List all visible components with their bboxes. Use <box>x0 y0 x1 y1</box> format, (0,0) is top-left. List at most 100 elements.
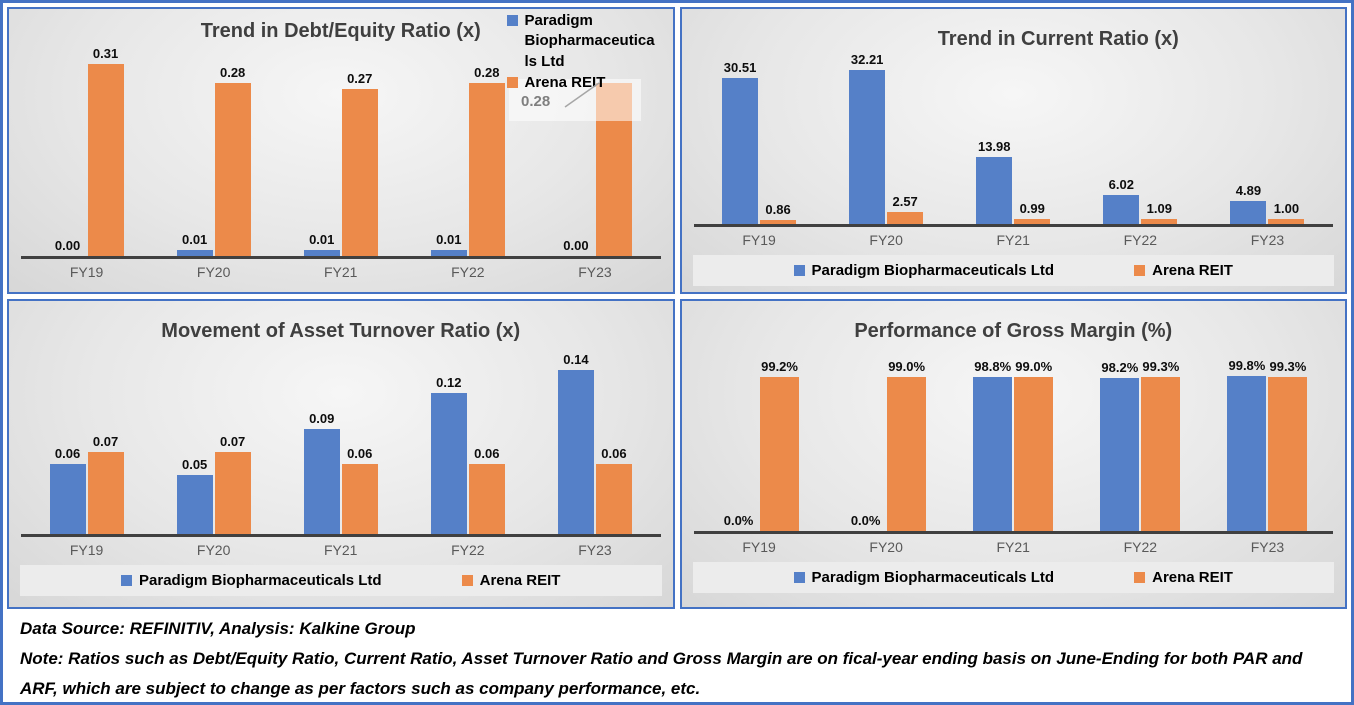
charts-grid: Trend in Debt/Equity Ratio (x) 0.00 0.31 0… <box>7 7 1347 609</box>
bar-slot: 99.3% <box>1268 359 1308 531</box>
x-axis-label: FY21 <box>324 542 358 558</box>
bar-slot: 99.0% <box>1014 359 1054 531</box>
bar-paradigm <box>176 250 213 256</box>
bar-arena <box>87 452 124 534</box>
legend-item: Arena REIT <box>506 73 667 93</box>
bar-arena <box>1141 377 1181 531</box>
bar-group: 32.21 2.57 <box>823 52 950 224</box>
bar-group: 98.2% 99.3% <box>1077 359 1204 531</box>
x-axis-label: FY21 <box>996 232 1030 248</box>
bar-value-label: 99.2% <box>761 359 798 374</box>
bar-arena <box>887 212 924 224</box>
bar-value-label: 0.31 <box>92 46 119 61</box>
bar-value-label: 99.8% <box>1228 358 1266 373</box>
bar-slot: 99.3% <box>1141 359 1181 531</box>
bar-slot: 0.06 <box>468 446 505 534</box>
bar-value-label: 6.02 <box>1108 177 1134 192</box>
bar-value-label: 0.28 <box>474 65 500 80</box>
legend-label: Paradigm Biopharmaceuticals Ltd <box>811 262 1055 279</box>
x-axis-label: FY19 <box>742 232 776 248</box>
bar-value-label: 4.89 <box>1235 183 1262 198</box>
bar-value-label: 0.05 <box>181 457 208 472</box>
bar-value-label: 0.06 <box>54 446 81 461</box>
bar-value-label: 0.0% <box>850 513 881 528</box>
bar-slot: 0.28 <box>214 65 251 256</box>
bar-value-label: 1.00 <box>1273 201 1300 216</box>
bar-slot: 99.0% <box>887 359 927 531</box>
bar-group: 98.8% 99.0% <box>950 359 1077 531</box>
bar-slot: 0.07 <box>214 434 251 534</box>
bar-slot: 98.2% <box>1100 360 1140 531</box>
bar-slot: 30.51 <box>722 60 759 224</box>
legend-marker-arena <box>506 76 518 88</box>
legend-item: Paradigm Biopharmaceutica ls Ltd <box>506 11 667 72</box>
x-axis-label: FY19 <box>69 542 104 558</box>
legend-item: Arena REIT <box>461 572 561 589</box>
bar-arena <box>887 377 927 531</box>
bar-value-label: 30.51 <box>723 60 757 75</box>
bar-value-label: 0.12 <box>436 375 462 390</box>
x-axis-label: FY22 <box>451 264 485 280</box>
x-axis-label: FY20 <box>196 542 231 558</box>
legend-item: Arena REIT <box>1134 262 1233 279</box>
bar-slot: 0.06 <box>595 446 632 534</box>
bar-value-label: 99.0% <box>1015 359 1053 374</box>
x-axis-line <box>693 224 1333 227</box>
bar-paradigm <box>1227 376 1267 531</box>
x-axis-label: FY19 <box>742 539 776 555</box>
bar-value-label: 0.06 <box>347 446 373 461</box>
bar-group: 99.8% 99.3% <box>1204 358 1331 531</box>
bar-arena <box>595 464 632 534</box>
bar-slot: 0.27 <box>341 71 378 256</box>
bar-value-label: 0.06 <box>601 446 627 461</box>
bar-slot: 0.01 <box>430 232 467 256</box>
bar-value-label: 1.09 <box>1146 201 1172 216</box>
legend: Paradigm Biopharmaceuticals Ltd Arena REI… <box>20 565 662 596</box>
bar-arena <box>1014 377 1054 531</box>
bar-slot: 32.21 <box>849 52 886 224</box>
chart-panel-gross-margin: Performance of Gross Margin (%) 0.0% 99.2… <box>679 299 1347 609</box>
bar-group: 0.06 0.07 <box>23 434 150 534</box>
chart-panel-debt-equity-ratio: Trend in Debt/Equity Ratio (x) 0.00 0.31 0… <box>7 7 675 294</box>
legend-item: Paradigm Biopharmaceuticals Ltd <box>793 262 1055 279</box>
bar-value-label: 0.06 <box>474 446 500 461</box>
bar-slot: 0.09 <box>303 411 340 534</box>
bar-slot: 0.86 <box>760 202 797 224</box>
data-source-line: Data Source: REFINITIV, Analysis: Kalkin… <box>20 619 416 638</box>
legend: Paradigm Biopharmaceuticals Ltd Arena REI… <box>692 255 1334 286</box>
x-axis-label: FY20 <box>869 232 903 248</box>
bar-slot: 98.8% <box>973 359 1013 531</box>
bar-value-label: 0.01 <box>309 232 335 247</box>
bar-slot: 1.09 <box>1141 201 1178 224</box>
bar-value-label: 0.01 <box>181 232 208 247</box>
bar-paradigm <box>430 250 467 256</box>
bar-group: 0.12 0.06 <box>404 375 531 534</box>
plot-area: 0.00 0.31 0.01 0.28 0.01 0.27 0.01 0.28 0.00 <box>9 46 673 256</box>
bar-paradigm <box>722 78 759 224</box>
bar-arena <box>468 83 505 256</box>
legend-marker-arena <box>461 575 473 586</box>
bar-slot: 0.05 <box>176 457 213 534</box>
bar-paradigm <box>1103 195 1140 224</box>
bar-value-label: 0.01 <box>436 232 462 247</box>
footnote-area: Data Source: REFINITIV, Analysis: Kalkin… <box>7 609 1347 703</box>
bar-value-label: 98.2% <box>1101 360 1139 375</box>
legend-item: Paradigm Biopharmaceuticals Ltd <box>121 572 382 589</box>
x-axis-label: FY20 <box>196 264 231 280</box>
bar-group: 6.02 1.09 <box>1077 177 1204 224</box>
legend-label: Arena REIT <box>479 572 561 589</box>
legend-marker-arena <box>1134 572 1146 583</box>
bar-value-label: 0.14 <box>563 352 589 367</box>
bar-value-label: 0.28 <box>219 65 246 80</box>
bar-slot: 0.99 <box>1014 201 1051 224</box>
x-axis-label: FY22 <box>451 542 485 558</box>
x-axis-label: FY19 <box>69 264 104 280</box>
x-axis-label: FY22 <box>1123 539 1158 555</box>
bar-paradigm <box>303 250 340 256</box>
bar-slot: 99.2% <box>760 359 800 531</box>
bar-slot: 99.8% <box>1227 358 1267 531</box>
x-axis-labels: FY19 FY20 FY21 FY22 FY23 <box>682 232 1346 248</box>
bar-value-label: 0.07 <box>219 434 246 449</box>
x-axis-label: FY23 <box>1250 539 1285 555</box>
